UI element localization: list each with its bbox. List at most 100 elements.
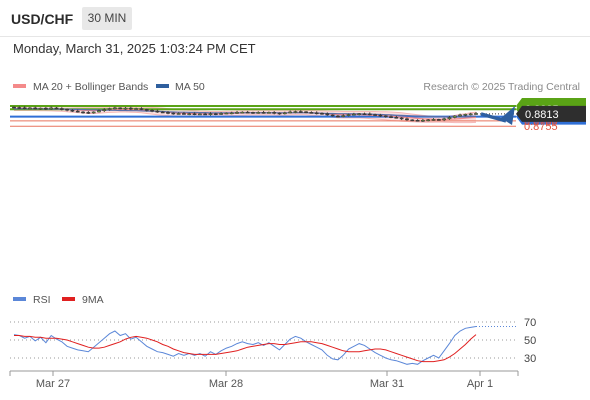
legend-label-9ma: 9MA — [82, 294, 104, 306]
candle-body — [128, 107, 133, 110]
candle-body — [134, 108, 139, 110]
level-label: 0.8755 — [524, 121, 558, 133]
rsi-panel: 70 50 30 — [10, 317, 536, 365]
chart-header: USD/CHF 30 MIN — [0, 0, 590, 36]
candle-body — [155, 110, 160, 113]
candle-body — [49, 107, 54, 110]
legend-swatch-bollinger — [13, 84, 26, 88]
rsi-legend: RSI 9MA — [13, 294, 104, 306]
candle-body — [102, 109, 107, 111]
candle-body — [70, 109, 75, 112]
timeframe-button[interactable]: 30 MIN — [82, 7, 132, 30]
legend-label-ma50: MA 50 — [175, 81, 205, 93]
rsi-tick-label: 50 — [524, 335, 536, 347]
price-levels — [10, 105, 516, 127]
candle-body — [182, 113, 186, 115]
legend-label-rsi: RSI — [33, 294, 51, 306]
candle-body — [325, 113, 330, 116]
candle-body — [245, 111, 250, 114]
main-legend: MA 20 + Bollinger Bands MA 50 Research ©… — [13, 81, 580, 93]
current-price-label: 0.8813 — [525, 109, 559, 121]
candle-body — [229, 112, 234, 115]
candle-body — [405, 118, 409, 121]
candle-body — [452, 115, 457, 118]
candle-body — [166, 112, 170, 114]
candle-body — [267, 112, 271, 114]
candle-body — [240, 111, 245, 114]
ma50-line — [14, 108, 477, 118]
candle-body — [415, 119, 420, 122]
candle-body — [12, 106, 16, 109]
moving-average-lines — [14, 107, 477, 120]
candle-body — [288, 111, 293, 114]
candle-body — [192, 113, 197, 115]
candle-body — [351, 113, 356, 116]
candle-body — [378, 114, 383, 117]
candle-body — [139, 108, 144, 110]
credit-label: Research © 2025 Trading Central — [423, 81, 580, 93]
candle-body — [357, 113, 362, 115]
candle-body — [309, 112, 314, 114]
candle-body — [213, 113, 218, 115]
candle-body — [75, 110, 80, 113]
timestamp-label: Monday, March 31, 2025 1:03:24 PM CET — [13, 41, 256, 56]
candle-body — [346, 114, 351, 116]
x-tick-label: Mar 31 — [370, 378, 404, 390]
rsi-9ma-line — [14, 334, 477, 363]
candle-body — [97, 110, 101, 113]
candle-body — [224, 112, 229, 115]
candle-body — [436, 119, 441, 121]
current-price-tag — [516, 105, 586, 122]
legend-label-bollinger: MA 20 + Bollinger Bands — [33, 81, 148, 93]
candle-body — [197, 113, 202, 116]
candle-body — [468, 113, 473, 116]
candle-body — [118, 107, 123, 110]
candle-body — [150, 109, 154, 112]
candle-body — [261, 112, 266, 114]
candle-body — [59, 108, 64, 110]
candle-body — [330, 114, 335, 117]
candle-body — [394, 116, 399, 119]
candle-body — [28, 107, 32, 110]
candle-body — [43, 107, 48, 110]
candle-body — [304, 111, 308, 114]
candle-body — [144, 109, 149, 111]
candle-body — [256, 112, 261, 114]
candle-body — [293, 111, 298, 113]
candle-body — [314, 112, 319, 115]
candle-body — [431, 119, 436, 121]
candle-body — [208, 113, 213, 115]
projection-arrow-shaft — [480, 112, 507, 123]
candle-body — [447, 117, 452, 120]
candle-body — [442, 118, 447, 121]
x-tick-label: Apr 1 — [467, 378, 493, 390]
candle-body — [33, 107, 38, 110]
candle-body — [458, 114, 462, 117]
candle-body — [272, 112, 277, 114]
candle-body — [65, 108, 69, 111]
candle-body — [282, 112, 287, 115]
x-tick-label: Mar 28 — [209, 378, 243, 390]
x-axis: Mar 27 Mar 28 Mar 31 Apr 1 — [9, 370, 519, 390]
candle-body — [113, 107, 117, 110]
candle-body — [421, 119, 425, 122]
candle-body — [367, 113, 372, 116]
projection-arrow — [480, 106, 515, 125]
candle-body — [320, 112, 324, 115]
candle-body — [373, 114, 377, 116]
candle-body — [91, 111, 96, 114]
candle-body — [22, 107, 27, 110]
candle-body — [235, 112, 239, 114]
candle-body — [298, 111, 303, 113]
candle-body — [277, 112, 282, 115]
candle-body — [219, 113, 223, 115]
legend-swatch-rsi — [13, 297, 26, 301]
candle-body — [160, 111, 165, 114]
candle-body — [474, 113, 478, 115]
candle-body — [107, 108, 112, 110]
candle-body — [426, 119, 431, 122]
candle-body — [463, 114, 468, 116]
candle-body — [383, 115, 388, 118]
